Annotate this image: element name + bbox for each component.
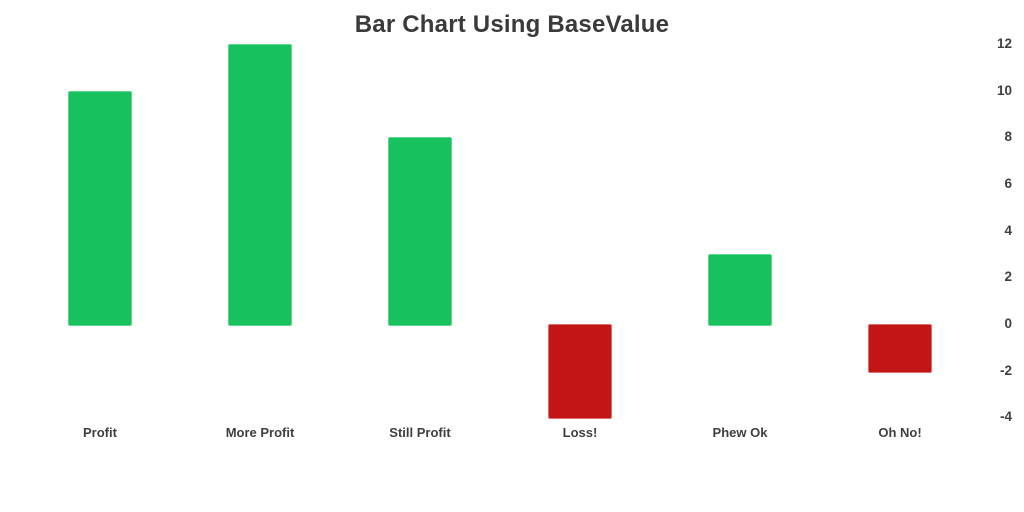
bar-oh-no [868, 324, 932, 373]
category-label: Still Profit [389, 425, 451, 440]
y-axis-tick-label: 12 [996, 35, 1012, 51]
bar-loss [548, 324, 612, 420]
y-axis-tick-label: 0 [1004, 316, 1012, 331]
chart-title: Bar Chart Using BaseValue [354, 11, 670, 38]
y-axis-tick-label: 6 [1004, 175, 1012, 191]
bar-phew-ok [708, 253, 772, 326]
y-axis-tick-label: -4 [999, 409, 1012, 425]
category-label: Loss! [562, 425, 598, 440]
y-axis-tick-label: 2 [1004, 269, 1012, 285]
category-label: Oh No! [878, 425, 922, 440]
bar-profit [68, 90, 132, 326]
bar-still-profit [388, 137, 452, 326]
y-axis-tick-label: -2 [999, 362, 1012, 378]
bar-more-profit [228, 43, 292, 326]
category-label: More Profit [225, 425, 295, 440]
category-label: Phew Ok [712, 425, 768, 440]
y-axis-tick-label: 4 [1004, 222, 1012, 238]
category-label: Profit [83, 425, 117, 440]
y-axis-tick-label: 8 [1004, 129, 1012, 145]
y-axis-tick-label: 10 [996, 82, 1012, 98]
